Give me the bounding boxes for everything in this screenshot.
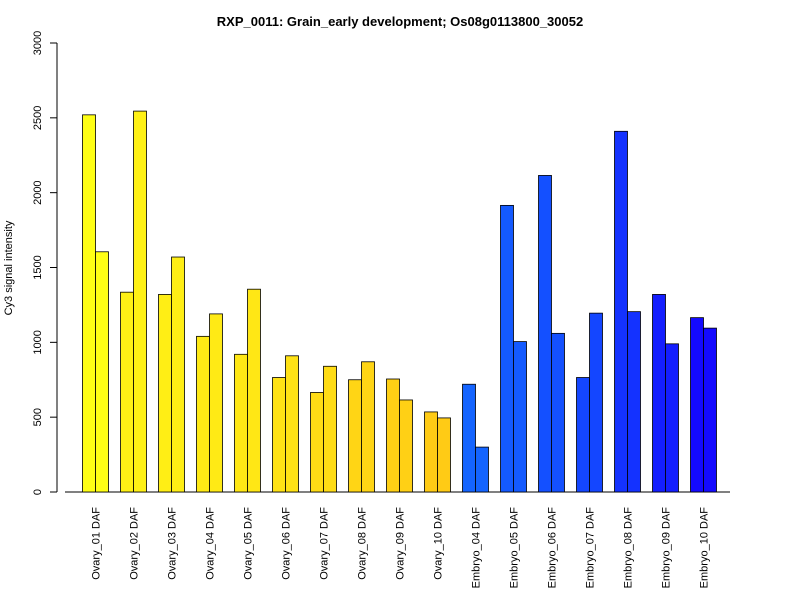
y-tick-label: 2000 <box>32 180 44 204</box>
bar <box>513 341 527 493</box>
x-tick-label: Ovary_06 DAF <box>281 507 293 580</box>
bar <box>82 114 96 493</box>
bar <box>703 327 717 493</box>
bar <box>234 353 248 493</box>
bar <box>285 355 299 493</box>
x-tick-label: Ovary_03 DAF <box>167 507 179 580</box>
y-tick-label: 3000 <box>32 31 44 55</box>
bar <box>652 294 666 493</box>
x-tick-label: Ovary_08 DAF <box>357 507 369 580</box>
bar <box>475 446 489 493</box>
x-tick-label: Ovary_07 DAF <box>319 507 331 580</box>
x-tick-label: Ovary_02 DAF <box>129 507 141 580</box>
bar <box>272 377 286 493</box>
y-tick-label: 2500 <box>32 106 44 130</box>
bars <box>82 110 717 493</box>
x-tick-label: Embryo_10 DAF <box>699 507 711 589</box>
x-tick-label: Embryo_05 DAF <box>509 507 521 589</box>
bar <box>171 256 185 493</box>
bar <box>424 411 438 493</box>
y-tick-label: 1500 <box>32 255 44 279</box>
x-tick-label: Ovary_04 DAF <box>205 507 217 580</box>
bar <box>120 291 134 493</box>
bar <box>158 294 172 493</box>
y-tick-label: 1000 <box>32 330 44 354</box>
bar <box>690 317 704 493</box>
bar <box>361 361 375 493</box>
bar <box>247 288 261 493</box>
x-tick-label: Embryo_08 DAF <box>623 507 635 589</box>
chart-title: RXP_0011: Grain_early development; Os08g… <box>217 14 583 29</box>
bar <box>462 383 476 493</box>
bar <box>310 392 324 493</box>
y-ticks: 0 500 1000 1500 2000 2500 3000 <box>32 31 57 495</box>
bar <box>500 204 514 493</box>
y-axis-label: Cy3 signal intensity <box>3 220 15 315</box>
y-tick-label: 500 <box>32 408 44 426</box>
x-tick-label: Ovary_09 DAF <box>395 507 407 580</box>
bar <box>323 365 337 493</box>
x-tick-label: Embryo_09 DAF <box>661 507 673 589</box>
x-tick-label: Ovary_01 DAF <box>91 507 103 580</box>
x-tick-labels: Ovary_01 DAF Ovary_02 DAF Ovary_03 DAF Ovar… <box>91 507 711 589</box>
bar <box>348 379 362 493</box>
x-tick-label: Ovary_05 DAF <box>243 507 255 580</box>
bar <box>437 417 451 493</box>
bar <box>399 399 413 493</box>
bar <box>95 251 109 493</box>
bar <box>386 378 400 493</box>
bar <box>209 313 223 493</box>
x-tick-label: Embryo_06 DAF <box>547 507 559 589</box>
bar <box>589 312 603 493</box>
x-tick-label: Ovary_10 DAF <box>433 507 445 580</box>
bar <box>133 110 147 493</box>
bar <box>614 130 628 493</box>
bar <box>538 175 552 493</box>
x-tick-label: Embryo_07 DAF <box>585 507 597 589</box>
x-tick-label: Embryo_04 DAF <box>471 507 483 589</box>
bar <box>627 311 641 493</box>
bar <box>196 335 210 493</box>
y-tick-label: 0 <box>32 489 44 495</box>
bar <box>576 377 590 493</box>
bar <box>665 343 679 493</box>
bar <box>551 332 565 493</box>
